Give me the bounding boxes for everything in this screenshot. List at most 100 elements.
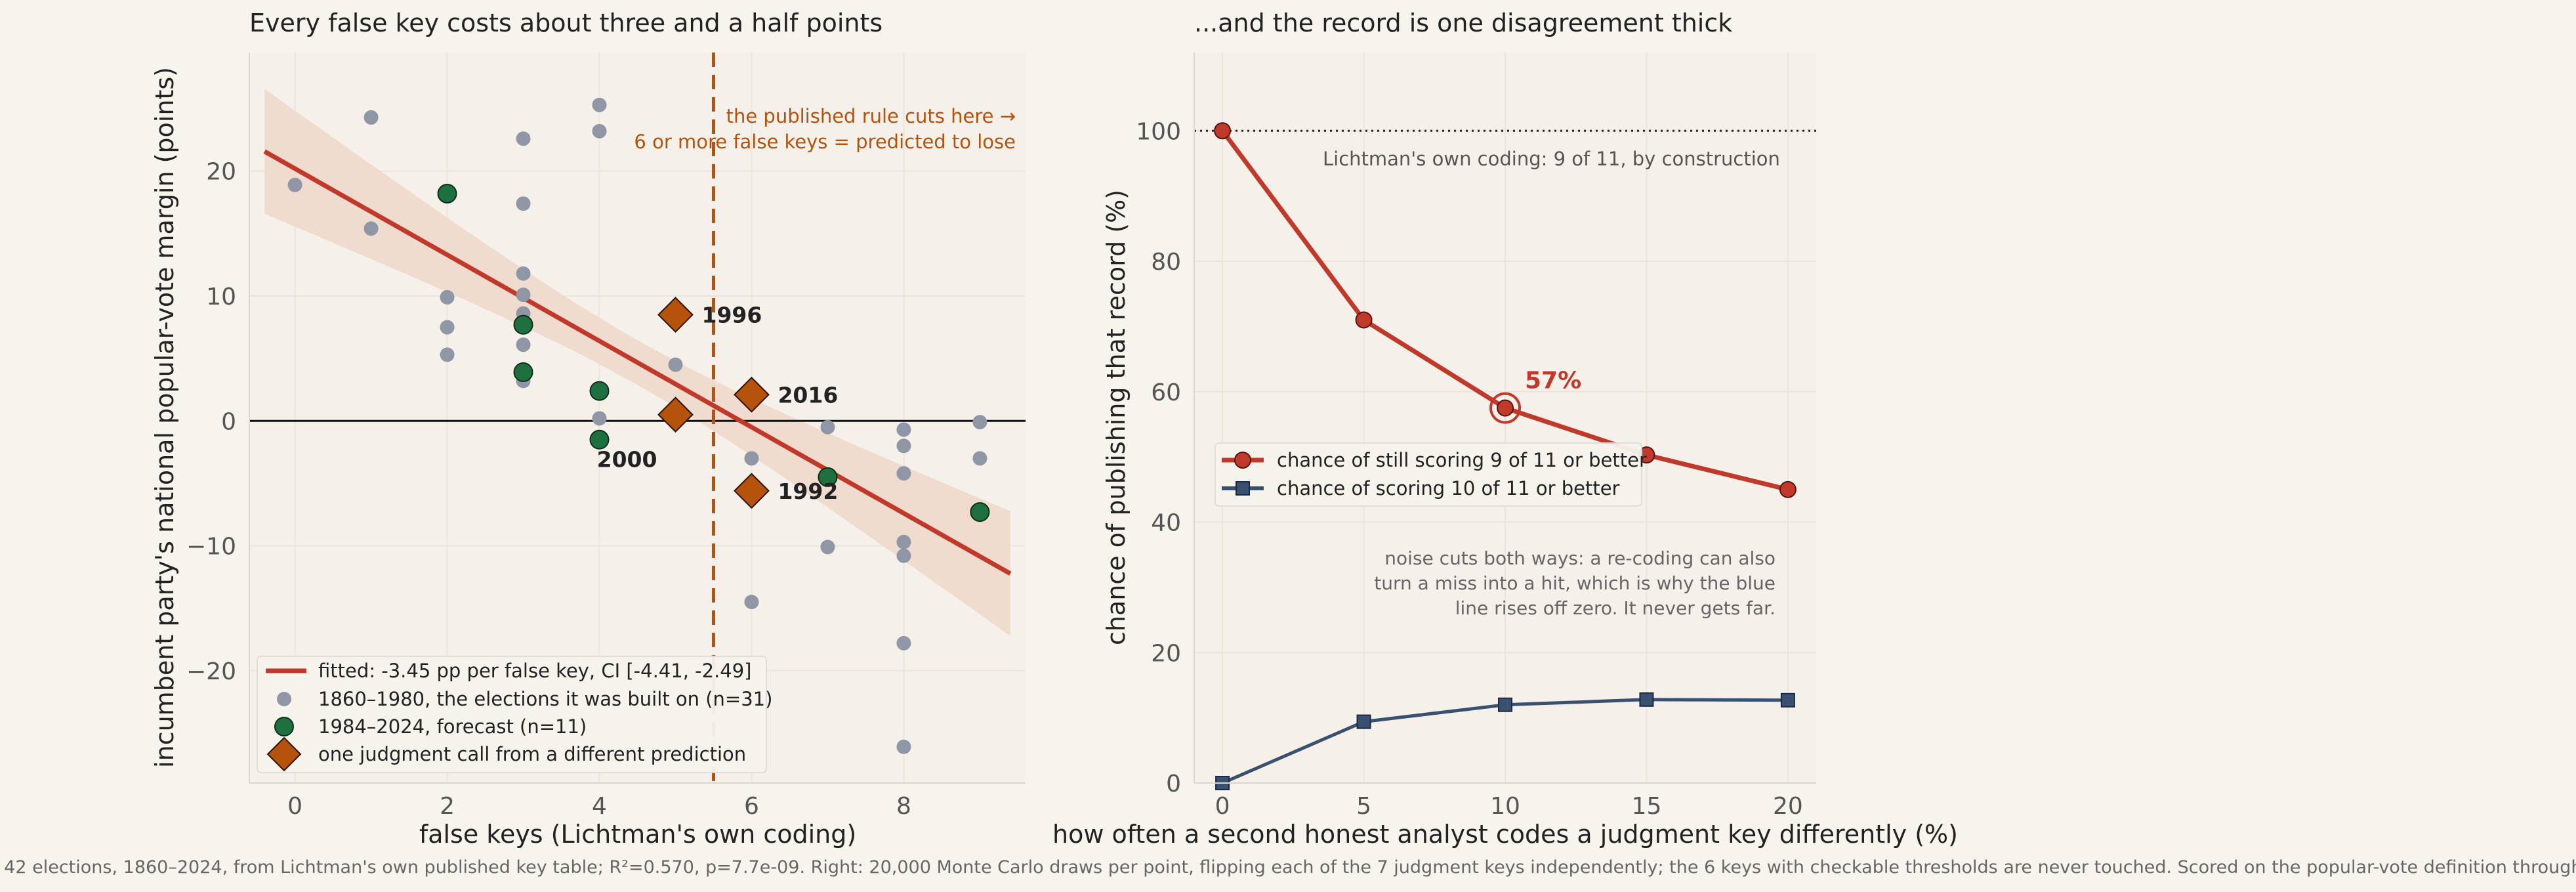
right-y-tick-label: 60	[1151, 379, 1181, 406]
legend-ten-swatch-marker	[1236, 481, 1250, 496]
left-y-tick-labels: −20 −10 0 10 20	[186, 159, 236, 685]
left-y-tick-label: 0	[221, 408, 236, 435]
right-y-tick-label: 40	[1151, 510, 1181, 537]
judgment-diamond	[657, 396, 694, 433]
history-point	[820, 540, 835, 555]
left-y-tick-label: 10	[206, 284, 236, 310]
left-y-tick-label: −20	[186, 658, 236, 685]
legend-judgment-label: one judgment call from a different predi…	[318, 743, 746, 765]
still-9-point	[1355, 311, 1373, 329]
right-legend-box	[1215, 442, 1642, 507]
left-chart-title: Every false key costs about three and a …	[249, 9, 883, 37]
right-reference-label: Lichtman's own coding: 9 of 11, by const…	[1323, 148, 1780, 170]
right-note-line-1: noise cuts both ways: a re-coding can al…	[1384, 547, 1776, 569]
history-point	[364, 221, 379, 236]
history-point	[896, 438, 911, 454]
judgment-diamond	[734, 473, 770, 509]
left-y-tick-label: −10	[186, 534, 236, 561]
left-forecast-points	[437, 183, 990, 522]
right-x-tick-label: 5	[1356, 793, 1371, 820]
right-series-still-9	[1214, 122, 1797, 498]
history-point	[896, 534, 911, 549]
left-legend-box	[257, 656, 767, 773]
highlight-label: 57%	[1525, 368, 1581, 394]
left-y-axis-label: incumbent party's national popular-vote …	[150, 67, 179, 768]
legend-forecast-label: 1984–2024, forecast (n=11)	[318, 715, 587, 738]
right-note-line-2: turn a miss into a hit, which is why the…	[1374, 572, 1776, 594]
right-highlight: 57%	[1489, 368, 1581, 424]
history-point	[744, 451, 759, 466]
right-x-tick-label: 20	[1773, 793, 1803, 820]
left-fit-line	[263, 149, 1012, 576]
history-point	[896, 422, 911, 437]
history-point	[744, 595, 759, 610]
left-x-tick-label: 0	[287, 793, 302, 820]
history-point	[972, 451, 987, 466]
forecast-point	[589, 429, 610, 450]
forecast-point	[970, 502, 990, 522]
history-point	[287, 177, 302, 192]
right-legend: chance of still scoring 9 of 11 or bette…	[1215, 442, 1647, 507]
forecast-point	[513, 314, 533, 335]
judgment-year-label: 2000	[597, 447, 657, 473]
footnote: Left: 42 elections, 1860–2024, from Lich…	[0, 857, 2576, 878]
judgment-year-label: 1996	[701, 303, 762, 328]
legend-still-9-swatch-marker	[1234, 452, 1251, 469]
legend-history-label: 1860–1980, the elections it was built on…	[318, 688, 772, 710]
left-legend: fitted: -3.45 pp per false key, CI [-4.4…	[257, 656, 772, 773]
right-y-tick-label: 80	[1151, 249, 1181, 276]
legend-ten-label: chance of scoring 10 of 11 or better	[1277, 477, 1620, 499]
still-9-point	[1214, 122, 1232, 140]
highlight-ring	[1489, 392, 1521, 424]
ten-point	[1356, 714, 1371, 729]
history-point	[516, 196, 531, 211]
right-x-axis-label: how often a second honest analyst codes …	[1052, 820, 1958, 849]
right-y-tick-labels: 0 20 40 60 80 100	[1136, 118, 1181, 797]
right-note-line-3: line rises off zero. It never gets far.	[1455, 597, 1776, 619]
history-point	[516, 287, 531, 303]
left-chart: Every false key costs about three and a …	[150, 9, 1026, 849]
right-y-tick-label: 0	[1166, 771, 1181, 797]
ten-point	[1639, 692, 1654, 707]
forecast-point	[513, 362, 533, 383]
right-y-axis-label: chance of publishing that record (%)	[1102, 190, 1131, 645]
legend-history-swatch	[277, 692, 291, 706]
right-x-tick-labels: 0 5 10 15 20	[1215, 793, 1803, 820]
history-point	[896, 739, 911, 754]
history-point	[820, 419, 835, 435]
still-9-point	[1497, 399, 1514, 417]
legend-forecast-swatch	[274, 717, 294, 736]
right-axes	[1194, 53, 1816, 784]
judgment-diamond	[657, 297, 694, 333]
right-x-tick-label: 10	[1490, 793, 1520, 820]
history-point	[440, 320, 455, 335]
legend-judgment-swatch	[266, 736, 302, 772]
judgment-year-label: 2016	[778, 382, 838, 408]
left-x-tick-label: 4	[592, 793, 607, 820]
right-y-tick-label: 100	[1136, 118, 1181, 145]
history-point	[440, 347, 455, 362]
left-x-tick-label: 6	[744, 793, 759, 820]
judgment-year-label: 1992	[778, 478, 838, 504]
left-cutoff-annotation-line-2: 6 or more false keys = predicted to lose	[634, 131, 1016, 153]
forecast-point	[589, 381, 610, 401]
left-cutoff-annotation-line-1: the published rule cuts here →	[726, 105, 1016, 127]
ten-point	[1498, 697, 1512, 712]
history-point	[592, 123, 607, 138]
left-judgment-diamonds: 1996 2016 2000 1992	[597, 297, 838, 509]
history-point	[440, 289, 455, 305]
left-y-tick-label: 20	[206, 159, 236, 186]
history-point	[516, 266, 531, 281]
right-chart: ...and the record is one disagreement th…	[1052, 9, 1958, 849]
left-x-axis-label: false keys (Lichtman's own coding)	[419, 820, 856, 849]
legend-fit-label: fitted: -3.45 pp per false key, CI [-4.4…	[318, 660, 752, 682]
right-y-tick-label: 20	[1151, 640, 1181, 667]
still-9-point	[1779, 480, 1797, 498]
judgment-diamond	[734, 376, 770, 413]
ten-point	[1780, 692, 1795, 708]
history-point	[896, 466, 911, 481]
left-x-tick-label: 8	[896, 793, 911, 820]
forecast-point	[818, 467, 838, 487]
legend-still-9-label: chance of still scoring 9 of 11 or bette…	[1277, 449, 1647, 471]
